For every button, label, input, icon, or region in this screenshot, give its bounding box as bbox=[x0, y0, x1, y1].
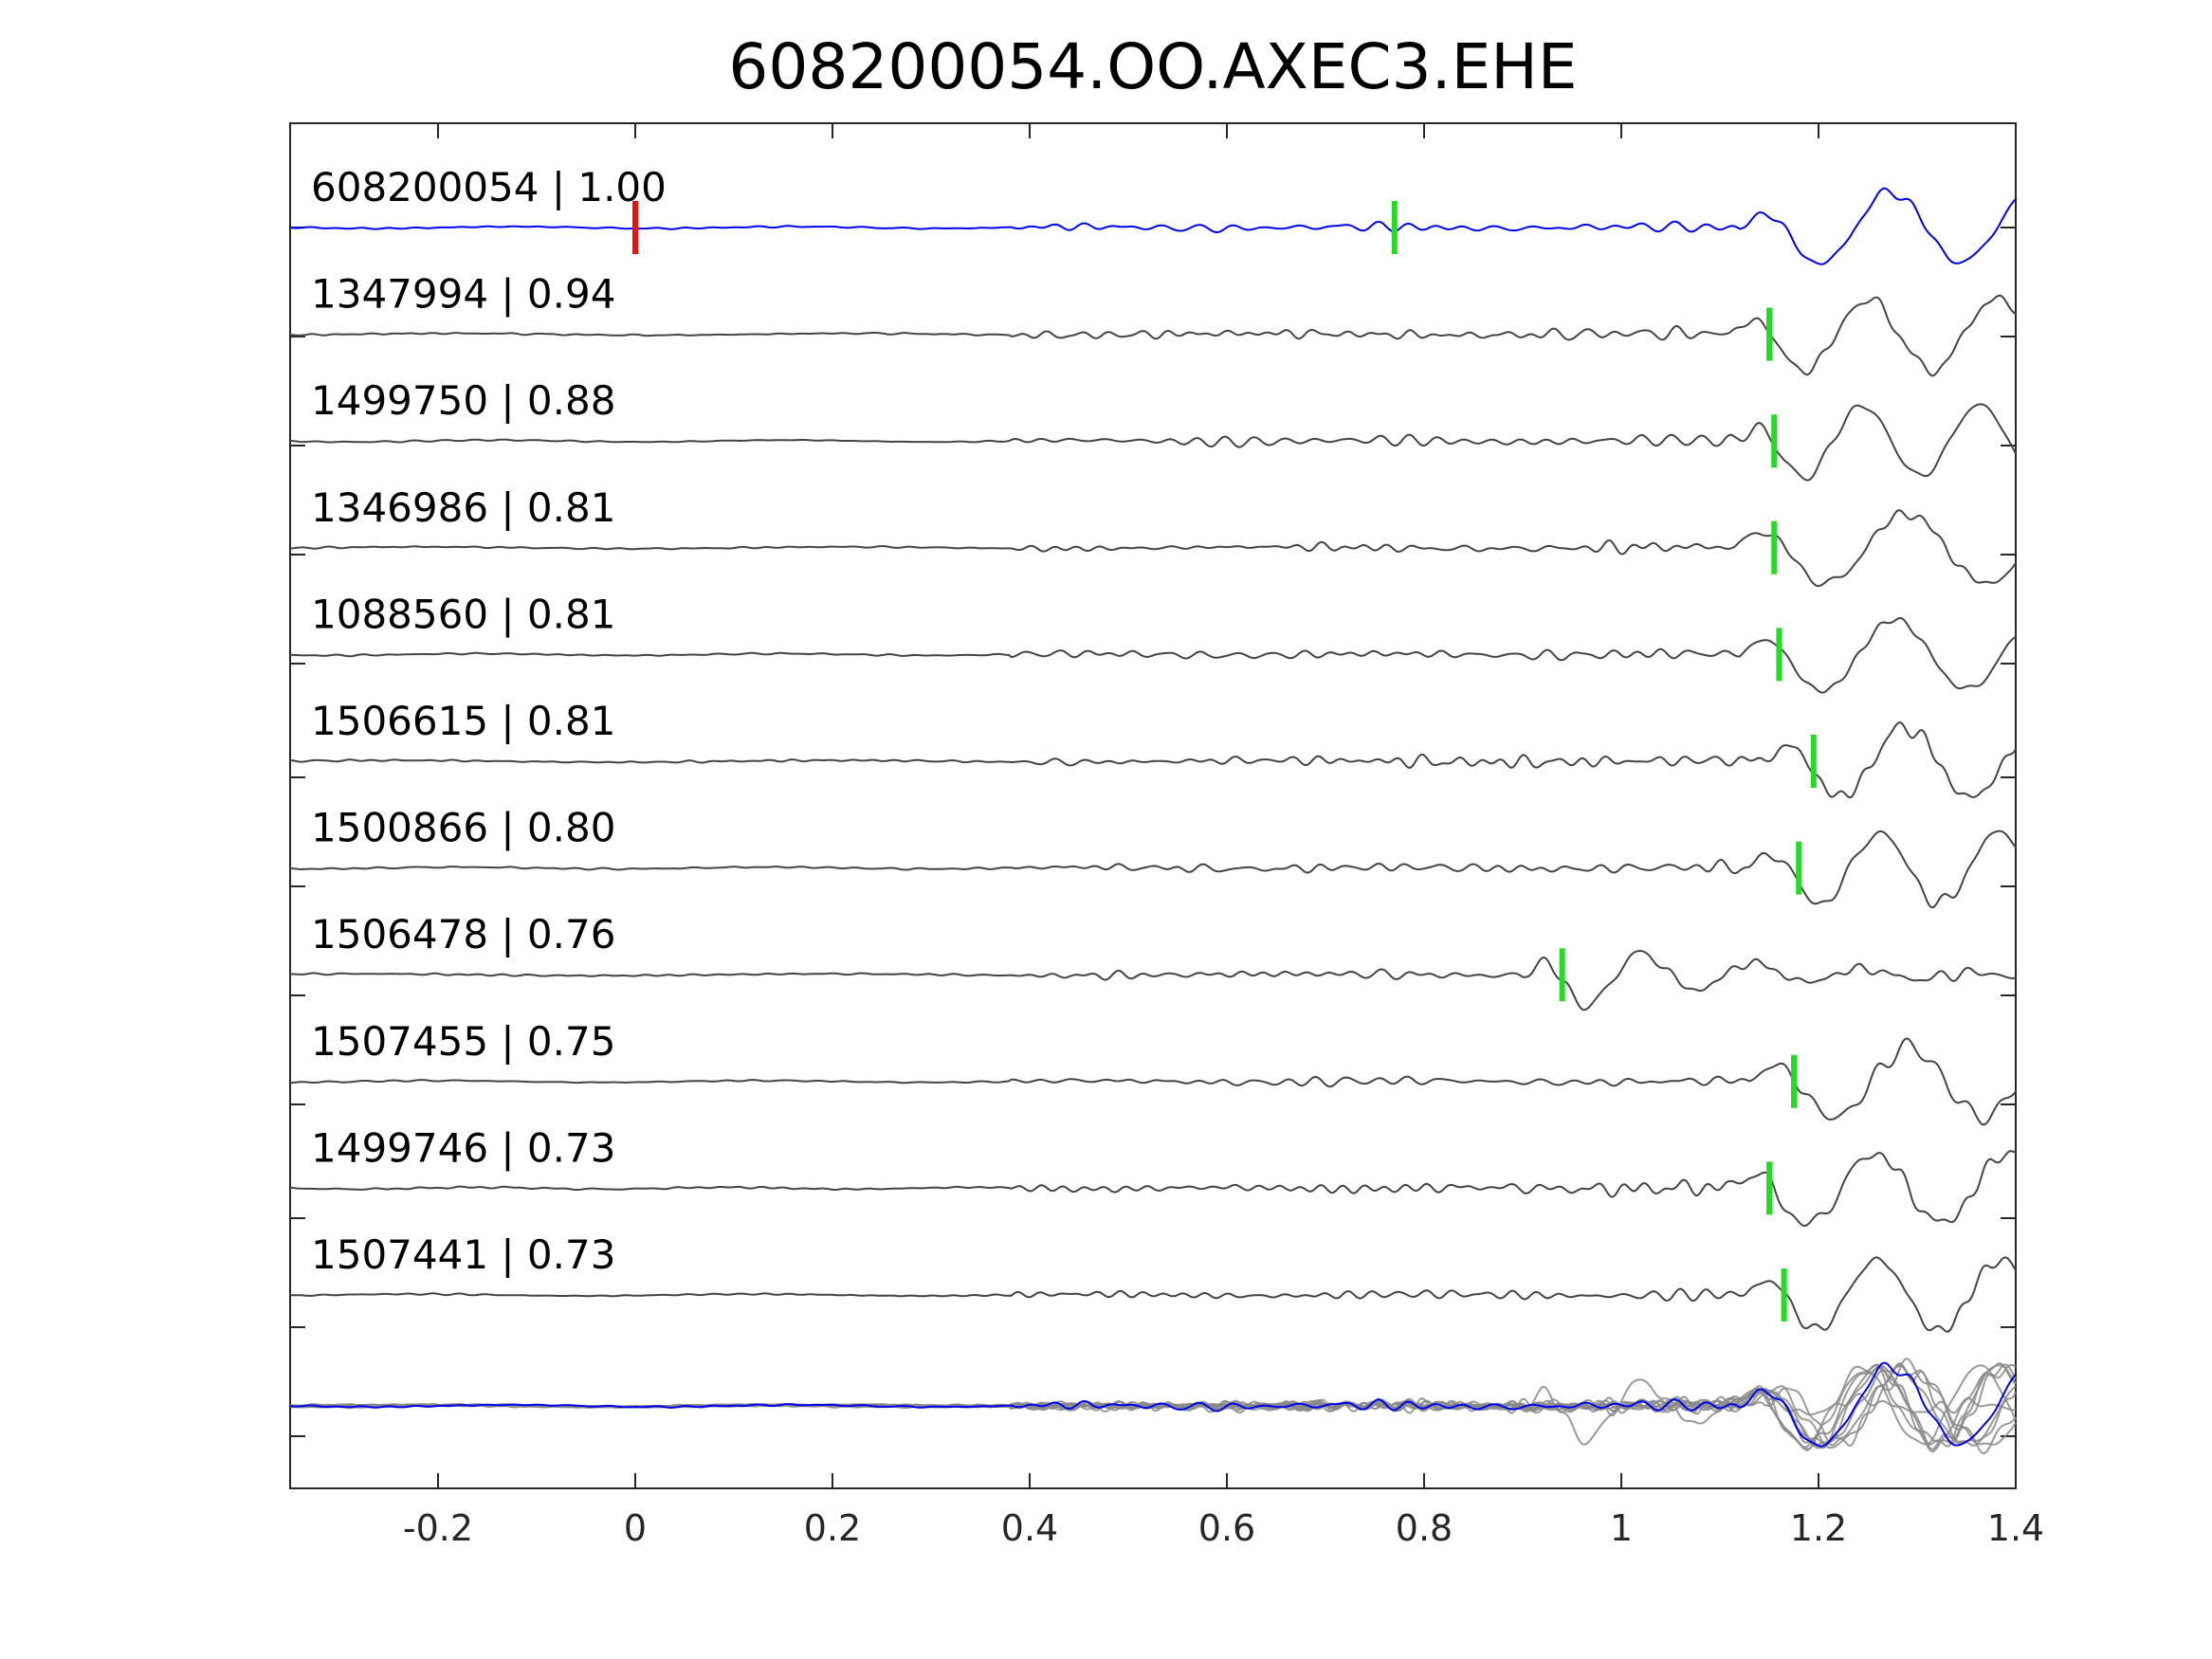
x-tick-label: -0.2 bbox=[403, 1507, 473, 1549]
chart-title: 608200054.OO.AXEC3.EHE bbox=[728, 30, 1577, 103]
trace-label: 608200054 | 1.00 bbox=[311, 164, 667, 210]
x-tick-label: 0 bbox=[624, 1507, 647, 1549]
template-waveform bbox=[290, 949, 2017, 1012]
trace-label: 1507441 | 0.73 bbox=[311, 1231, 615, 1278]
trace-label: 1500866 | 0.80 bbox=[311, 805, 615, 851]
x-tick-label: 1.4 bbox=[1987, 1507, 2044, 1549]
main-waveform bbox=[289, 187, 2017, 265]
trace-label: 1506615 | 0.81 bbox=[311, 698, 615, 744]
template-waveform bbox=[289, 1150, 2017, 1228]
trace-label: 1088560 | 0.81 bbox=[311, 591, 615, 637]
x-tick-label: 0.2 bbox=[804, 1507, 861, 1549]
template-waveform bbox=[290, 294, 2017, 377]
trace-label: 1507455 | 0.75 bbox=[311, 1018, 615, 1065]
trace-label: 1499746 | 0.73 bbox=[311, 1124, 615, 1171]
trace-labels: 608200054 | 1.00 1347994 | 0.94 1499750 | … bbox=[311, 164, 667, 1278]
template-waveform bbox=[289, 830, 2017, 909]
x-tick-label: 1 bbox=[1610, 1507, 1633, 1549]
x-tick-label: 0.6 bbox=[1198, 1507, 1255, 1549]
trace-label: 1506478 | 0.76 bbox=[311, 911, 615, 957]
trace-label: 1499750 | 0.88 bbox=[311, 377, 615, 424]
overlay-waveform bbox=[290, 1378, 2017, 1446]
trace-group bbox=[289, 187, 2017, 1333]
trace-label: 1347994 | 0.94 bbox=[311, 271, 615, 318]
template-waveform bbox=[290, 616, 2017, 694]
plot-frame bbox=[289, 122, 2017, 1489]
x-tick-label: 0.4 bbox=[1001, 1507, 1058, 1549]
stacked-overlay bbox=[289, 1358, 2017, 1455]
overlay-waveform bbox=[289, 1361, 2017, 1448]
template-waveform bbox=[289, 403, 2017, 482]
trace-label: 1346986 | 0.81 bbox=[311, 484, 615, 531]
pick-markers bbox=[632, 201, 1817, 1322]
template-waveform bbox=[289, 1256, 2017, 1333]
x-axis: -0.2 0 0.2 0.4 0.6 0.8 1 1.2 1.4 bbox=[290, 123, 2044, 1549]
template-waveform bbox=[289, 509, 2017, 588]
x-tick-label: 1.2 bbox=[1790, 1507, 1847, 1549]
template-waveform bbox=[290, 1037, 2017, 1126]
x-tick-label: 0.8 bbox=[1396, 1507, 1453, 1549]
template-waveform bbox=[289, 721, 2017, 799]
overlay-waveform bbox=[289, 1363, 2017, 1448]
